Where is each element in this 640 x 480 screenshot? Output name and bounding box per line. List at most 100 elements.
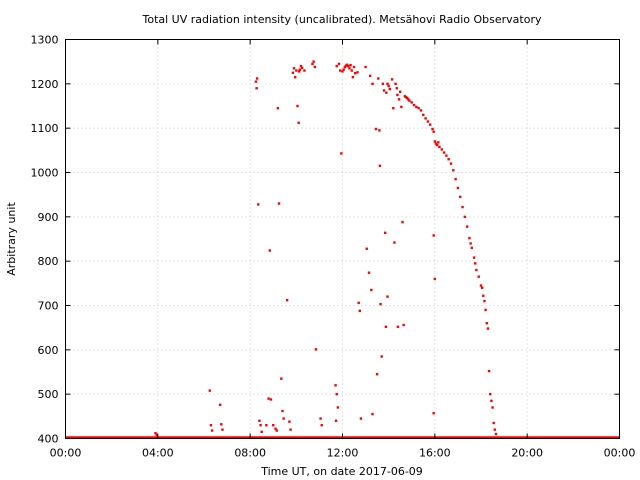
data-point <box>377 77 380 80</box>
data-point <box>348 67 351 70</box>
data-point <box>352 65 356 69</box>
data-point <box>438 145 441 148</box>
data-point <box>293 75 297 79</box>
y-tick-label: 400 <box>38 433 59 446</box>
data-point <box>275 429 278 432</box>
data-point <box>378 164 382 168</box>
data-point <box>382 89 386 92</box>
data-point <box>381 82 385 86</box>
data-point <box>341 70 344 73</box>
data-point <box>351 75 355 79</box>
data-point <box>392 107 395 110</box>
y-tick-label: 1000 <box>31 167 59 180</box>
data-point <box>483 299 486 303</box>
data-point <box>335 392 338 396</box>
data-point <box>437 141 440 144</box>
y-tick-label: 900 <box>38 211 59 224</box>
data-point <box>345 63 349 66</box>
grid <box>65 39 620 439</box>
data-point <box>401 220 404 224</box>
data-point <box>209 424 213 427</box>
data-point <box>297 121 300 125</box>
data-point <box>375 373 379 376</box>
data-point <box>469 242 472 245</box>
data-point <box>405 96 409 100</box>
data-point <box>255 87 258 90</box>
data-point <box>490 399 493 403</box>
data-point <box>298 68 301 71</box>
data-point <box>353 71 357 75</box>
data-points <box>65 60 620 439</box>
data-point <box>357 301 360 305</box>
data-point <box>442 151 446 154</box>
data-point <box>267 397 270 400</box>
data-point <box>280 377 283 380</box>
data-point <box>336 406 340 409</box>
y-tick-label: 600 <box>38 344 59 357</box>
data-point <box>350 69 353 72</box>
data-point <box>485 322 488 325</box>
data-point <box>399 90 402 94</box>
data-point <box>359 417 363 420</box>
data-point <box>338 69 342 72</box>
data-point <box>319 417 322 420</box>
y-tick-label: 700 <box>38 300 59 313</box>
data-point <box>419 109 423 112</box>
data-point <box>295 69 298 72</box>
data-point <box>433 277 437 281</box>
data-point <box>340 152 343 155</box>
data-point <box>334 384 337 387</box>
data-point <box>221 428 224 431</box>
data-point <box>435 143 439 147</box>
data-point <box>408 99 411 102</box>
data-point <box>400 105 403 109</box>
data-point <box>314 348 318 351</box>
data-point <box>299 64 303 68</box>
data-point <box>356 71 359 74</box>
data-point <box>386 82 389 86</box>
data-point <box>479 284 483 287</box>
data-point <box>424 117 427 120</box>
data-point <box>155 433 158 437</box>
data-point <box>269 398 273 401</box>
data-point <box>254 80 258 83</box>
data-point <box>258 419 261 422</box>
data-point <box>291 71 295 74</box>
x-tick-label: 00:00 <box>50 447 82 460</box>
x-tick-label: 12:00 <box>327 447 359 460</box>
data-point <box>463 215 467 219</box>
data-point <box>493 428 497 431</box>
data-point <box>468 236 471 240</box>
data-point <box>390 78 394 81</box>
data-point <box>218 403 222 407</box>
data-point <box>388 87 392 91</box>
data-point <box>394 82 397 86</box>
data-point <box>422 113 425 117</box>
data-point <box>387 84 390 88</box>
data-point <box>402 323 405 327</box>
y-tick-label: 800 <box>38 255 59 268</box>
x-tick-label: 16:00 <box>419 447 451 460</box>
data-point <box>384 325 388 328</box>
data-point <box>431 127 434 131</box>
data-point <box>445 154 448 157</box>
data-point <box>276 107 280 110</box>
data-point <box>374 127 378 131</box>
data-point <box>432 234 435 237</box>
x-axis: 00:00 04:00 08:00 12:00 16:00 20:00 00:00 <box>50 39 635 460</box>
data-point <box>429 123 432 126</box>
data-point <box>385 91 388 94</box>
data-point <box>292 67 296 70</box>
x-tick-label: 04:00 <box>142 447 174 460</box>
data-point <box>491 406 494 409</box>
data-point <box>343 65 347 69</box>
data-point <box>432 130 435 133</box>
data-point <box>349 64 352 67</box>
data-point <box>412 103 416 107</box>
data-point <box>367 271 371 274</box>
data-point <box>396 325 400 328</box>
y-tick-label: 1200 <box>31 78 59 91</box>
data-point <box>369 74 372 78</box>
data-point <box>303 69 306 72</box>
